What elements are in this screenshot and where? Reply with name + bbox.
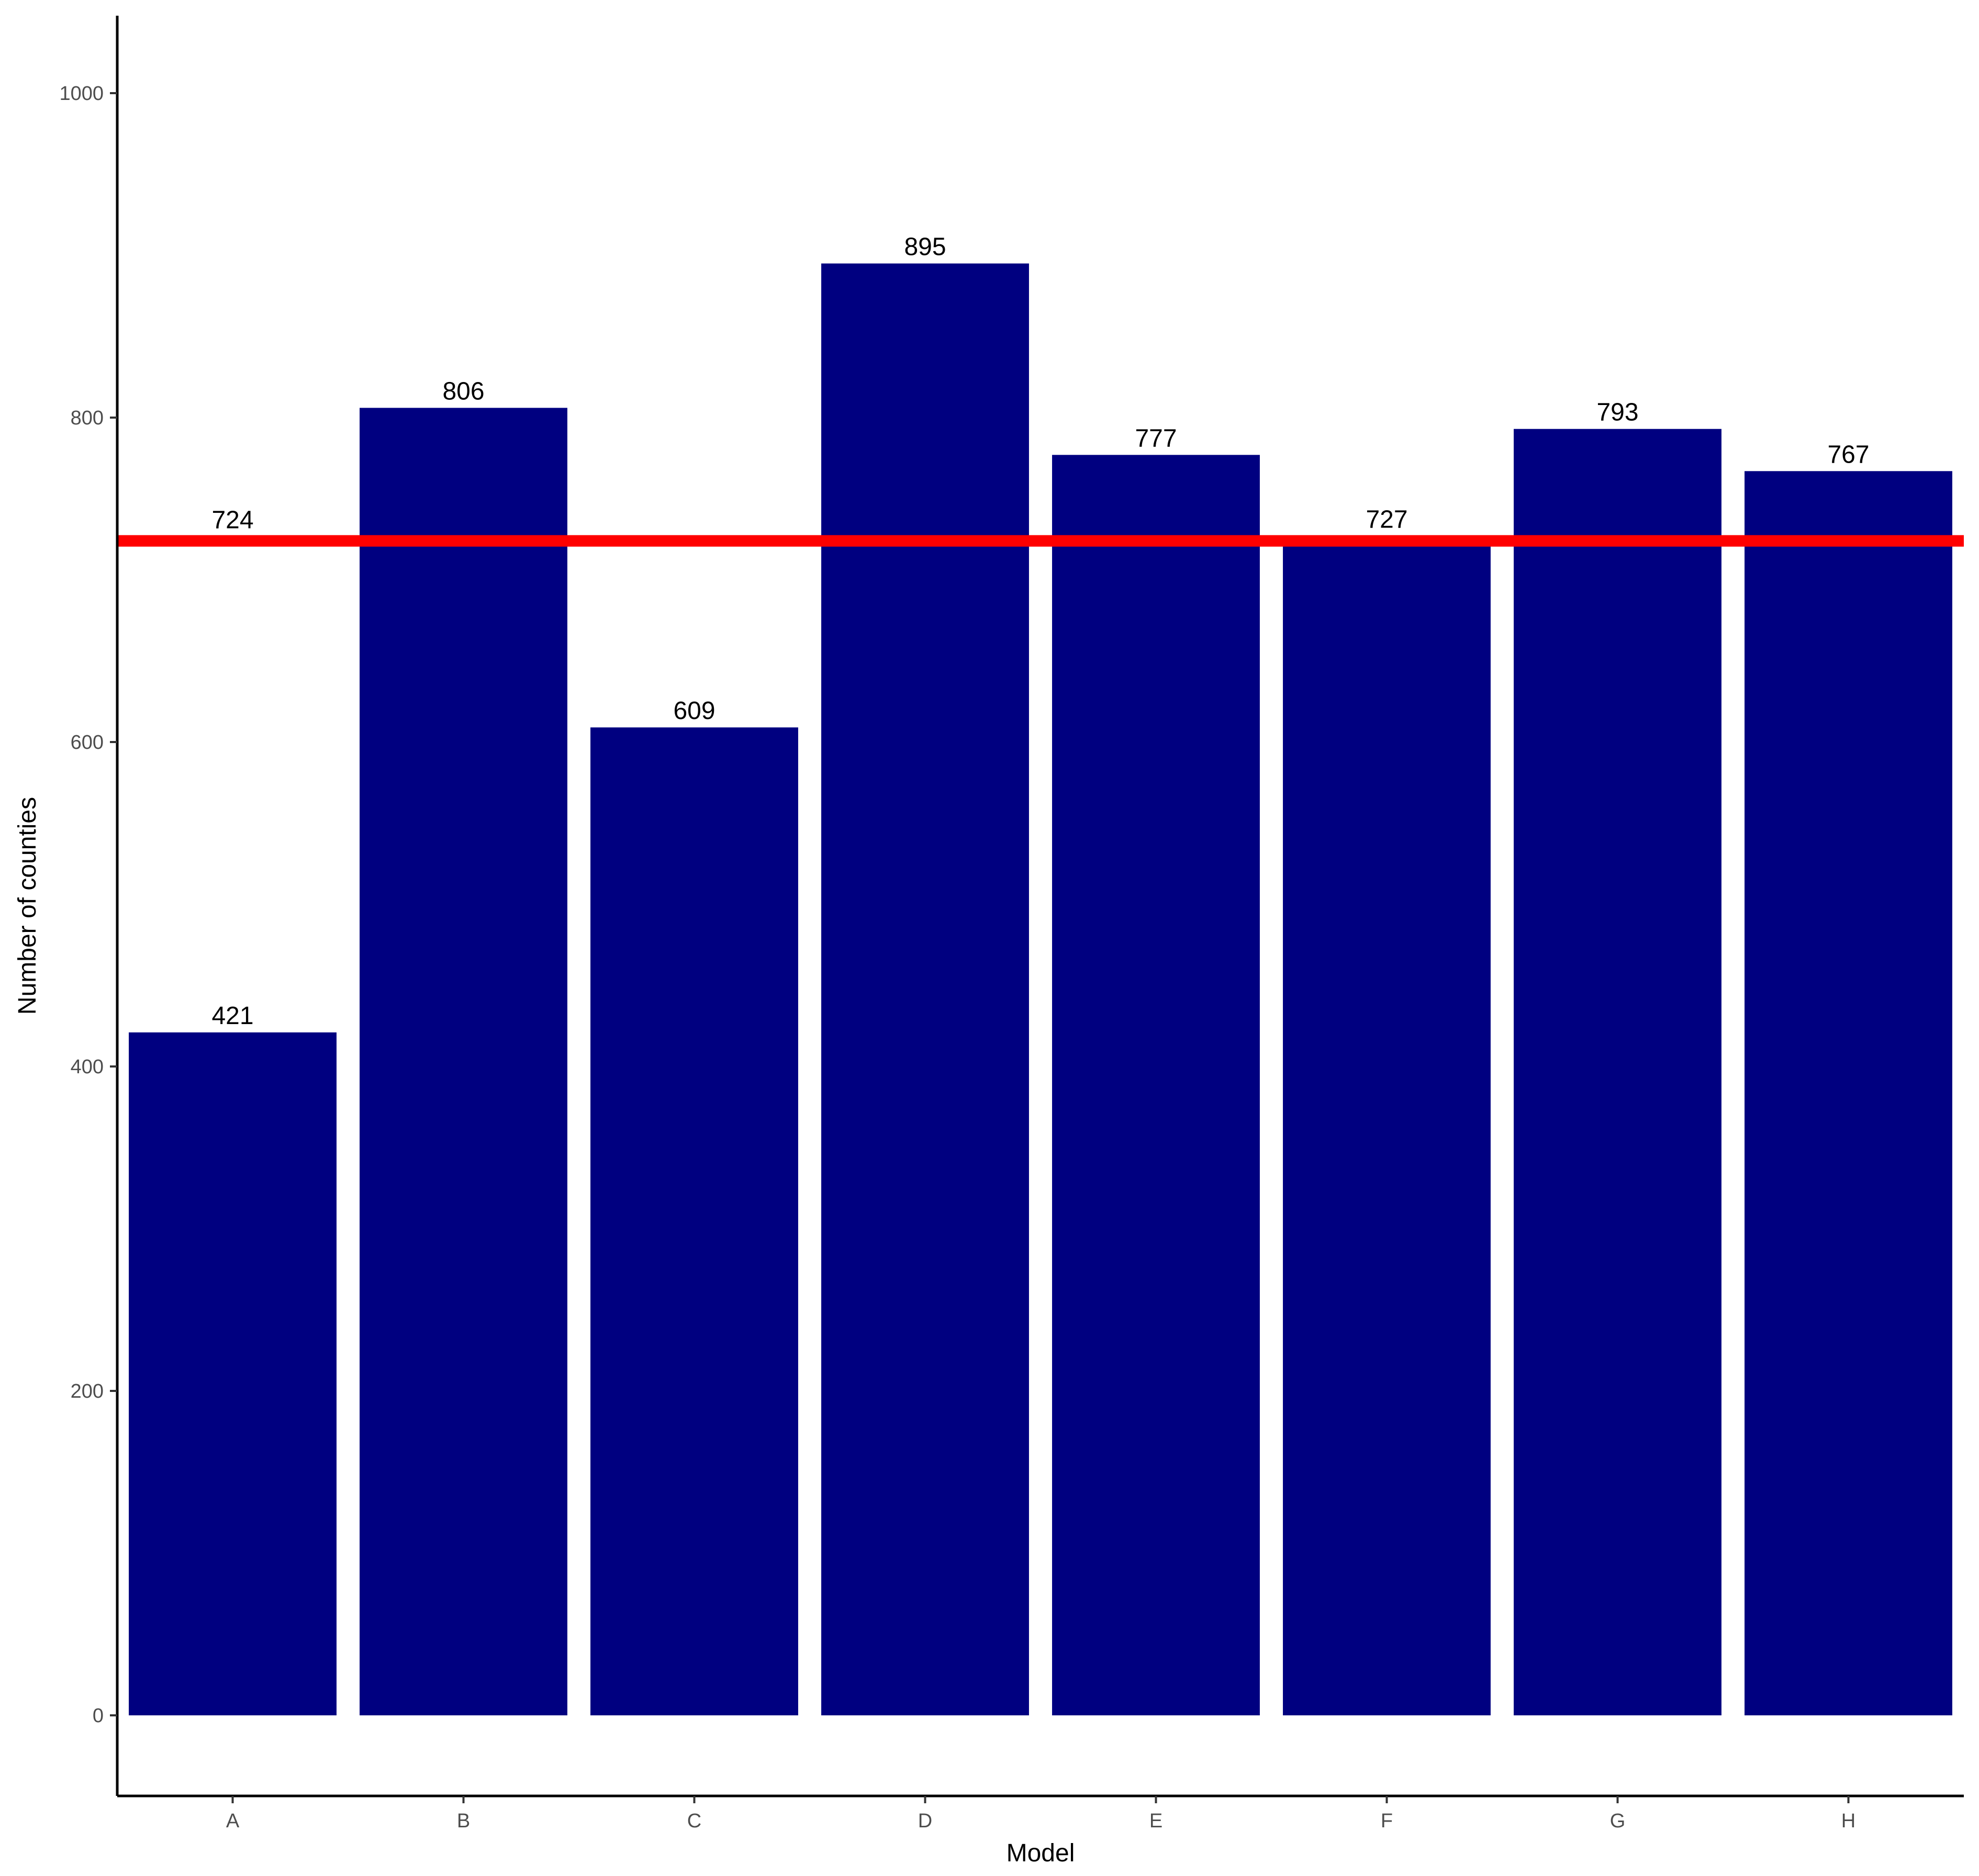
y-axis-title: Number of counties xyxy=(14,797,41,1015)
x-tick-label-C: C xyxy=(687,1810,701,1832)
bar-value-label-C: 609 xyxy=(673,697,715,725)
y-tick-label: 400 xyxy=(71,1056,104,1078)
bar-value-label-G: 793 xyxy=(1596,399,1638,426)
bar-labels-group: 421 806 609 895 777 727 793 767 xyxy=(211,233,1869,1030)
x-tick-label-B: B xyxy=(457,1810,470,1832)
bar-H xyxy=(1745,471,1952,1715)
x-tick-label-E: E xyxy=(1149,1810,1162,1832)
bar-value-label-F: 727 xyxy=(1366,505,1407,533)
x-tick-label-D: D xyxy=(918,1810,932,1832)
bar-E xyxy=(1052,455,1260,1715)
bar-value-label-B: 806 xyxy=(442,377,484,405)
y-tick-label: 200 xyxy=(71,1380,104,1402)
x-tick-label-F: F xyxy=(1381,1810,1393,1832)
bar-C xyxy=(590,727,798,1715)
bar-A xyxy=(129,1032,337,1715)
bar-value-label-A: 421 xyxy=(211,1002,253,1030)
y-tick-label: 800 xyxy=(71,407,104,429)
bars-group xyxy=(129,263,1952,1716)
x-tick-label-G: G xyxy=(1610,1810,1626,1832)
y-tick-label: 0 xyxy=(93,1705,104,1727)
y-tick-label: 600 xyxy=(71,732,104,754)
x-tick-label-A: A xyxy=(226,1810,240,1832)
bar-D xyxy=(821,263,1029,1715)
bar-value-label-E: 777 xyxy=(1135,424,1177,452)
bar-F xyxy=(1283,536,1491,1715)
x-tick-label-H: H xyxy=(1841,1810,1855,1832)
x-ticks-group: A B C D E F G H xyxy=(226,1796,1855,1832)
y-ticks-group: 0 200 400 600 800 1000 xyxy=(59,83,117,1727)
y-tick-label: 1000 xyxy=(59,83,104,105)
bar-value-label-H: 767 xyxy=(1827,441,1869,468)
x-axis-title: Model xyxy=(1007,1839,1075,1867)
bar-value-label-D: 895 xyxy=(904,233,946,261)
bar-B xyxy=(360,408,567,1716)
reference-line-label: 724 xyxy=(211,507,253,534)
bar-G xyxy=(1514,429,1721,1716)
